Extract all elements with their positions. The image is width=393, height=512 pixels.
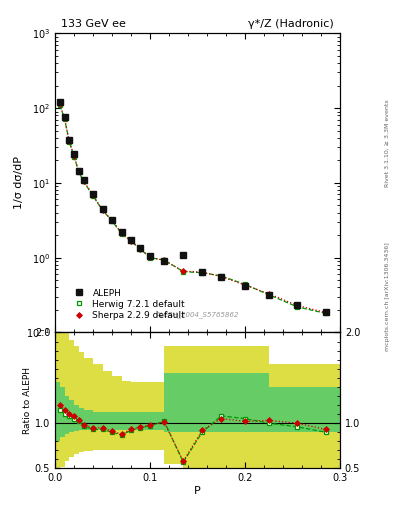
ALEPH — [200, 269, 205, 275]
Sherpa 2.2.9 default — [219, 273, 224, 280]
Herwig 7.2.1 default — [81, 178, 86, 184]
Sherpa 2.2.9 default — [62, 115, 67, 121]
Sherpa 2.2.9 default — [242, 282, 247, 288]
ALEPH — [81, 177, 86, 183]
Herwig 7.2.1 default — [110, 218, 114, 224]
Text: ALEPH_2004_S5765862: ALEPH_2004_S5765862 — [156, 311, 239, 317]
Herwig 7.2.1 default — [138, 246, 143, 252]
Herwig 7.2.1 default — [219, 273, 224, 279]
ALEPH — [67, 136, 72, 142]
Herwig 7.2.1 default — [242, 281, 247, 287]
Herwig 7.2.1 default — [181, 269, 185, 275]
ALEPH — [119, 229, 124, 235]
ALEPH — [162, 258, 167, 264]
Sherpa 2.2.9 default — [76, 168, 81, 175]
ALEPH — [100, 206, 105, 212]
ALEPH — [76, 168, 81, 174]
ALEPH — [57, 99, 62, 105]
Herwig 7.2.1 default — [67, 139, 72, 145]
ALEPH — [138, 245, 143, 251]
ALEPH — [181, 251, 185, 258]
Herwig 7.2.1 default — [148, 254, 152, 261]
Text: 133 GeV ee: 133 GeV ee — [61, 19, 126, 29]
Text: γ*/Z (Hadronic): γ*/Z (Hadronic) — [248, 19, 334, 29]
X-axis label: P: P — [194, 486, 201, 496]
Line: Sherpa 2.2.9 default: Sherpa 2.2.9 default — [58, 102, 328, 314]
Herwig 7.2.1 default — [295, 304, 299, 310]
Sherpa 2.2.9 default — [72, 153, 76, 159]
ALEPH — [323, 309, 328, 315]
Herwig 7.2.1 default — [200, 270, 205, 276]
ALEPH — [91, 191, 95, 198]
Herwig 7.2.1 default — [129, 239, 133, 245]
Herwig 7.2.1 default — [119, 230, 124, 237]
Sherpa 2.2.9 default — [295, 303, 299, 309]
Sherpa 2.2.9 default — [266, 291, 271, 297]
Herwig 7.2.1 default — [62, 116, 67, 122]
Sherpa 2.2.9 default — [138, 246, 143, 252]
ALEPH — [242, 283, 247, 289]
Sherpa 2.2.9 default — [119, 230, 124, 236]
Sherpa 2.2.9 default — [110, 217, 114, 223]
Line: ALEPH: ALEPH — [57, 99, 329, 315]
Sherpa 2.2.9 default — [162, 258, 167, 264]
Sherpa 2.2.9 default — [181, 268, 185, 274]
ALEPH — [129, 238, 133, 244]
Herwig 7.2.1 default — [162, 257, 167, 263]
Line: Herwig 7.2.1 default: Herwig 7.2.1 default — [57, 102, 328, 316]
Herwig 7.2.1 default — [76, 169, 81, 175]
Sherpa 2.2.9 default — [67, 138, 72, 144]
Herwig 7.2.1 default — [100, 207, 105, 214]
Sherpa 2.2.9 default — [323, 309, 328, 315]
Herwig 7.2.1 default — [57, 102, 62, 108]
Sherpa 2.2.9 default — [129, 238, 133, 244]
Sherpa 2.2.9 default — [100, 207, 105, 213]
Text: mcplots.cern.ch [arXiv:1306.3436]: mcplots.cern.ch [arXiv:1306.3436] — [385, 243, 390, 351]
Herwig 7.2.1 default — [266, 292, 271, 298]
ALEPH — [219, 274, 224, 280]
Sherpa 2.2.9 default — [148, 254, 152, 261]
Herwig 7.2.1 default — [323, 310, 328, 316]
Y-axis label: 1/σ dσ/dP: 1/σ dσ/dP — [13, 156, 24, 209]
Herwig 7.2.1 default — [91, 193, 95, 199]
ALEPH — [295, 303, 299, 309]
ALEPH — [110, 217, 114, 223]
ALEPH — [148, 253, 152, 259]
Sherpa 2.2.9 default — [81, 178, 86, 184]
ALEPH — [266, 292, 271, 298]
Legend: ALEPH, Herwig 7.2.1 default, Sherpa 2.2.9 default: ALEPH, Herwig 7.2.1 default, Sherpa 2.2.… — [68, 287, 187, 322]
Text: Rivet 3.1.10, ≥ 3.3M events: Rivet 3.1.10, ≥ 3.3M events — [385, 99, 390, 187]
Y-axis label: Ratio to ALEPH: Ratio to ALEPH — [23, 367, 32, 434]
Sherpa 2.2.9 default — [91, 193, 95, 199]
Herwig 7.2.1 default — [72, 154, 76, 160]
Sherpa 2.2.9 default — [200, 269, 205, 275]
ALEPH — [72, 152, 76, 158]
Sherpa 2.2.9 default — [57, 101, 62, 107]
ALEPH — [62, 114, 67, 120]
